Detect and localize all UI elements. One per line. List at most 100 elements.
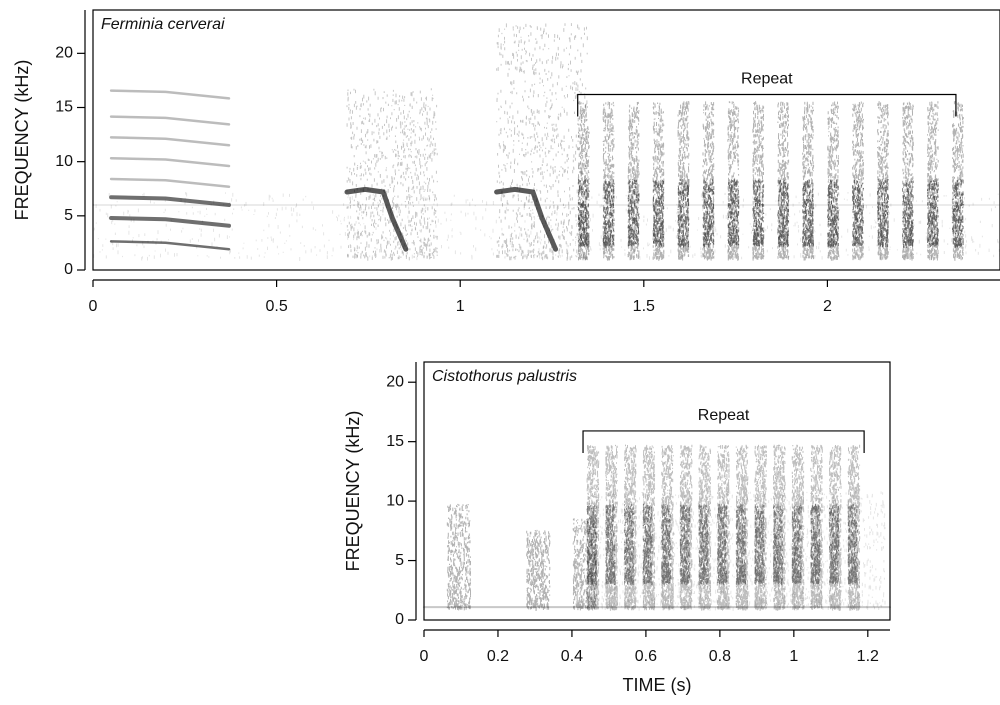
x-tick-label: 1.2 [857, 648, 879, 665]
spectrogram-trace [652, 180, 665, 247]
x-tick-label: 1 [789, 648, 798, 665]
y-tick-label: 15 [386, 433, 404, 450]
spectrogram-band [109, 89, 231, 100]
spectrogram-trace [677, 179, 690, 248]
spectrogram-trace [698, 504, 709, 586]
y-tick-label: 0 [64, 261, 73, 278]
spectrogram-trace [661, 445, 674, 611]
plot-frame [92, 9, 1000, 271]
y-tick-label: 20 [386, 373, 404, 390]
x-axis-label: TIME (s) [623, 675, 692, 695]
spectrogram-trace [679, 505, 691, 586]
spectrogram-trace [827, 179, 839, 248]
spectrogram-trace [735, 444, 749, 611]
y-tick-label: 10 [386, 492, 404, 509]
x-tick-label: 0.4 [561, 648, 583, 665]
spectrogram-band [344, 186, 409, 252]
spectrogram-trace [586, 504, 597, 585]
spectrogram-trace [717, 504, 728, 586]
spectrogram-trace [586, 445, 600, 611]
spectrogram-trace [810, 503, 821, 585]
spectrogram-band [109, 177, 231, 189]
spectrogram-trace [605, 444, 618, 611]
y-tick-label: 20 [55, 45, 73, 62]
repeat-bracket [582, 430, 865, 453]
spectrogram-trace [754, 504, 765, 585]
spectrogram-trace [698, 444, 712, 611]
spectrogram-trace [754, 444, 767, 611]
spectrogram-trace [602, 179, 615, 248]
x-tick-label: 0.6 [635, 648, 657, 665]
spectrogram-band [109, 115, 231, 126]
spectrogram-trace [828, 504, 840, 585]
chart-title: Cistothorus palustris [432, 368, 577, 385]
spectrogram-trace [679, 444, 693, 611]
spectrogram-trace [802, 179, 815, 248]
spectrogram-trace [526, 529, 551, 611]
x-tick-label: 0 [420, 648, 429, 665]
spectrogram-trace [773, 444, 786, 611]
y-tick-label: 10 [55, 153, 73, 170]
spectrogram-trace [927, 179, 939, 248]
spectrogram-trace [752, 179, 765, 247]
x-tick-label: 2 [823, 298, 832, 315]
y-axis-label: FREQUENCY (kHz) [343, 411, 363, 572]
chart-title: Ferminia cerverai [101, 16, 225, 33]
spectrogram-trace [791, 444, 805, 611]
spectrogram-trace [577, 101, 590, 261]
spectrogram-trace [605, 503, 616, 585]
spectrogram-trace [828, 445, 842, 611]
spectrogram-trace [877, 179, 889, 248]
x-tick-label: 1.5 [633, 298, 655, 315]
spectrogram-trace [623, 444, 637, 611]
x-tick-label: 0.2 [487, 648, 509, 665]
spectrogram-trace [847, 444, 861, 611]
spectrogram-band [494, 186, 559, 252]
spectrogram-trace [577, 179, 590, 248]
spectrogram-band [109, 240, 231, 251]
spectrogram-trace [791, 504, 802, 584]
spectrogram-trace [773, 504, 784, 586]
y-tick-label: 5 [64, 207, 73, 224]
spectrogram-trace [810, 444, 823, 610]
x-tick-label: 0.5 [265, 298, 287, 315]
spectrogram-trace [346, 88, 438, 261]
spectrogram-trace [572, 517, 597, 611]
spectrogram-trace [623, 503, 635, 586]
spectrogram-trace [717, 445, 730, 611]
x-tick-label: 0 [89, 298, 98, 315]
y-tick-label: 5 [395, 552, 404, 569]
plot-frame [423, 361, 891, 621]
spectrogram-trace [446, 503, 471, 611]
spectrogram-trace [587, 491, 886, 611]
spectrogram-trace [702, 179, 715, 248]
spectrogram-trace [777, 179, 789, 248]
y-tick-label: 15 [55, 99, 73, 116]
spectrogram-trace [735, 503, 746, 585]
spectrogram-band [109, 216, 231, 228]
spectrogram-trace [661, 504, 672, 585]
spectrogram-trace [847, 504, 858, 586]
y-axis-label: FREQUENCY (kHz) [12, 60, 32, 221]
repeat-bracket [577, 93, 957, 117]
x-tick-label: 0.8 [709, 648, 731, 665]
spectrogram-trace [727, 179, 740, 247]
spectrogram-trace [627, 179, 640, 247]
annotation-label: Repeat [698, 407, 750, 424]
spectrogram-trace [852, 179, 864, 247]
spectrogram-trace [642, 504, 653, 585]
spectrogram-band [109, 136, 231, 147]
spectrogram-trace [602, 101, 615, 261]
spectrogram-band [109, 156, 231, 168]
spectrogram-trace [951, 179, 964, 248]
spectrogram-trace [92, 192, 1000, 261]
spectrogram-trace [496, 23, 588, 261]
annotation-label: Repeat [741, 71, 793, 88]
spectrogram-trace [642, 444, 656, 611]
spectrogram-band [109, 195, 231, 207]
y-tick-label: 0 [395, 611, 404, 628]
